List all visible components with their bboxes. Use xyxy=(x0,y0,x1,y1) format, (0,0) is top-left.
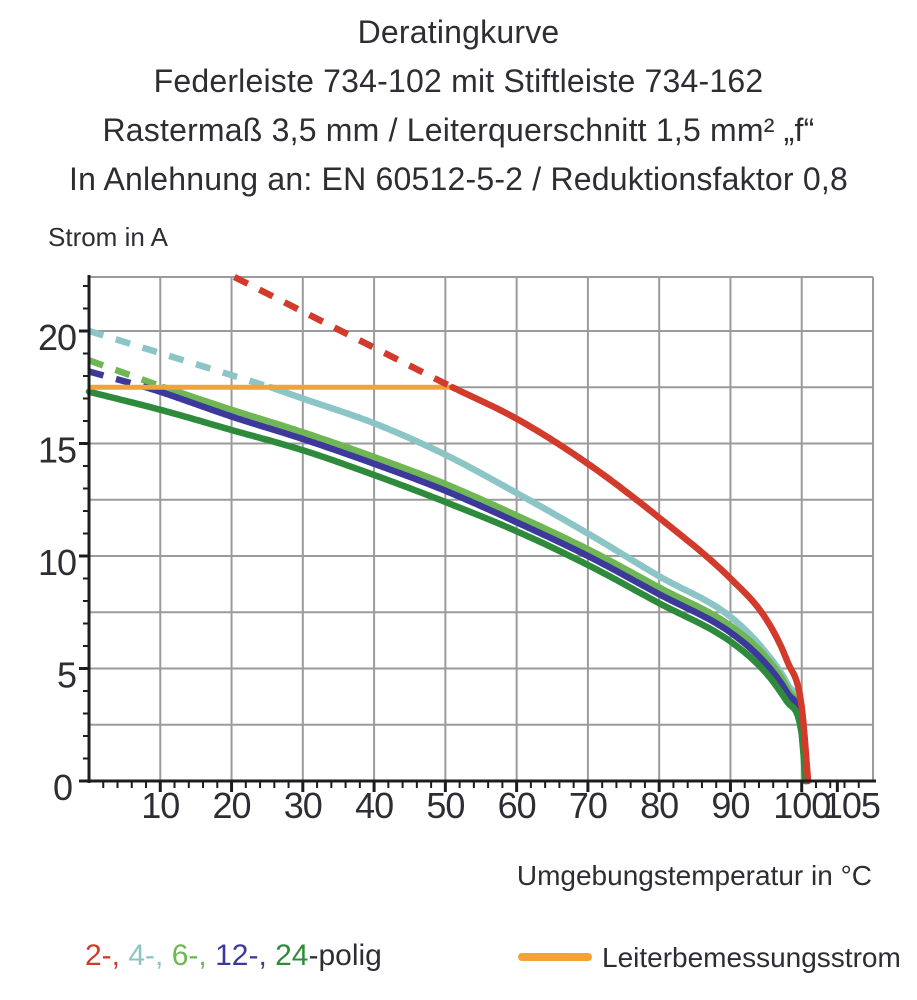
svg-text:10: 10 xyxy=(38,542,76,583)
svg-text:60: 60 xyxy=(498,785,536,826)
svg-text:20: 20 xyxy=(213,785,251,826)
poles-legend-part: 4-, xyxy=(128,939,172,972)
poles-legend-part: -polig xyxy=(308,939,382,972)
poles-legend-part: 6-, xyxy=(171,939,216,972)
x-axis-title: Umgebungstemperatur in °C xyxy=(516,860,872,891)
y-axis-title: Strom in A xyxy=(48,222,168,252)
svg-text:105: 105 xyxy=(823,785,880,826)
title-line-2: Federleiste 734-102 mit Stiftleiste 734-… xyxy=(153,63,764,99)
title-line-3: Rastermaß 3,5 mm / Leiterquerschnitt 1,5… xyxy=(102,112,815,148)
svg-text:15: 15 xyxy=(38,430,76,471)
reference-line-swatch xyxy=(518,953,592,961)
svg-text:10: 10 xyxy=(141,785,179,826)
svg-text:0: 0 xyxy=(53,767,72,808)
poles-legend-part: 12-, xyxy=(215,939,276,972)
svg-text:20: 20 xyxy=(38,317,76,358)
svg-text:30: 30 xyxy=(284,785,322,826)
poles-legend-part: 2-, xyxy=(85,939,129,972)
svg-text:90: 90 xyxy=(711,785,749,826)
title-line-4: In Anlehnung an: EN 60512-5-2 / Reduktio… xyxy=(69,161,848,197)
svg-text:5: 5 xyxy=(57,655,76,696)
reference-line-label: Leiterbemessungsstrom xyxy=(602,942,901,973)
svg-text:50: 50 xyxy=(426,785,464,826)
title-line-1: Deratingkurve xyxy=(357,14,560,50)
svg-text:80: 80 xyxy=(640,785,678,826)
svg-text:100: 100 xyxy=(773,785,830,826)
poles-legend: 2-, 4-, 6-, 12-, 24-polig xyxy=(85,939,382,973)
svg-text:40: 40 xyxy=(355,785,393,826)
svg-text:70: 70 xyxy=(569,785,607,826)
title-block: Deratingkurve Federleiste 734-102 mit St… xyxy=(0,8,917,204)
poles-legend-part: 24 xyxy=(275,939,309,972)
